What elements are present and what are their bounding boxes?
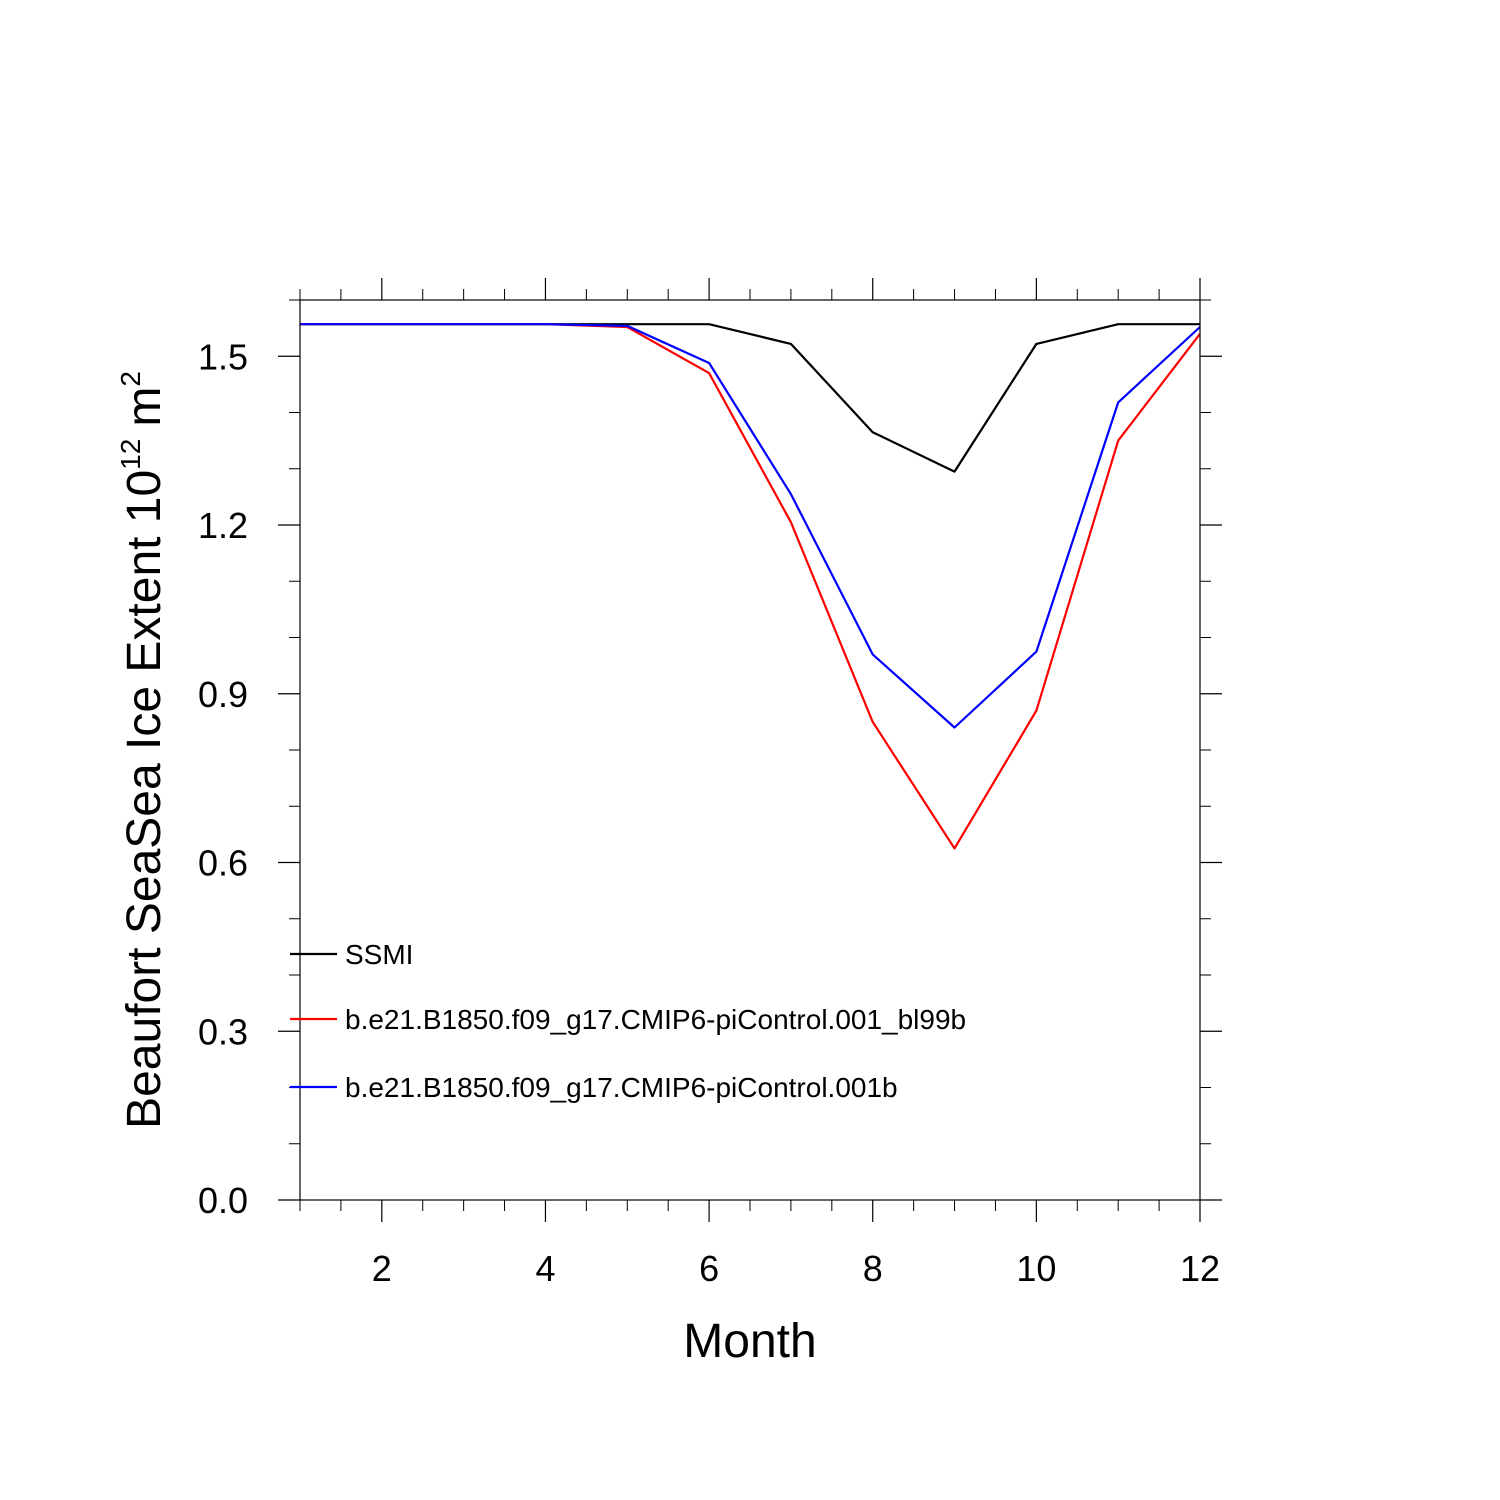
legend-label-2: b.e21.B1850.f09_g17.CMIP6-piControl.001_… bbox=[345, 1004, 966, 1035]
x-tick-label: 12 bbox=[1180, 1248, 1220, 1289]
y-tick-label: 1.2 bbox=[198, 505, 248, 546]
legend: SSMI b.e21.B1850.f09_g17.CMIP6-piControl.… bbox=[290, 939, 966, 1103]
x-tick-label: 2 bbox=[372, 1248, 392, 1289]
y-tick-label: 0.9 bbox=[198, 674, 248, 715]
y-tick-label: 0.6 bbox=[198, 843, 248, 884]
y-tick-label: 0.0 bbox=[198, 1180, 248, 1221]
y-axis-title-unit-exponent: 2 bbox=[115, 371, 146, 387]
y-axis-title-exponent: 12 bbox=[115, 439, 146, 470]
x-tick-label: 10 bbox=[1016, 1248, 1056, 1289]
y-axis-title: Beaufort SeaSea Ice Extent 1012 m2 bbox=[115, 371, 171, 1129]
legend-label-1: SSMI bbox=[345, 939, 413, 970]
x-tick-label: 4 bbox=[535, 1248, 555, 1289]
series-lines bbox=[300, 323, 1201, 850]
series-line-2 bbox=[300, 323, 1201, 850]
y-axis-title-unit: m bbox=[118, 387, 171, 427]
plot-frame bbox=[299, 299, 1201, 1201]
tick-labels: 2 4 6 8 10 12 0.0 0.3 0.6 0.9 1.2 1.5 bbox=[198, 336, 1220, 1289]
legend-label-3: b.e21.B1850.f09_g17.CMIP6-piControl.001b bbox=[345, 1072, 898, 1103]
y-tick-label: 1.5 bbox=[198, 336, 248, 377]
minor-ticks bbox=[289, 289, 1211, 1211]
x-tick-label: 8 bbox=[863, 1248, 883, 1289]
y-axis-title-text: Beaufort SeaSea Ice Extent 10 bbox=[118, 470, 171, 1129]
major-ticks bbox=[278, 278, 1222, 1222]
y-tick-label: 0.3 bbox=[198, 1011, 248, 1052]
x-axis-title: Month bbox=[683, 1315, 816, 1368]
series-line-3 bbox=[300, 323, 1201, 729]
x-tick-label: 6 bbox=[699, 1248, 719, 1289]
